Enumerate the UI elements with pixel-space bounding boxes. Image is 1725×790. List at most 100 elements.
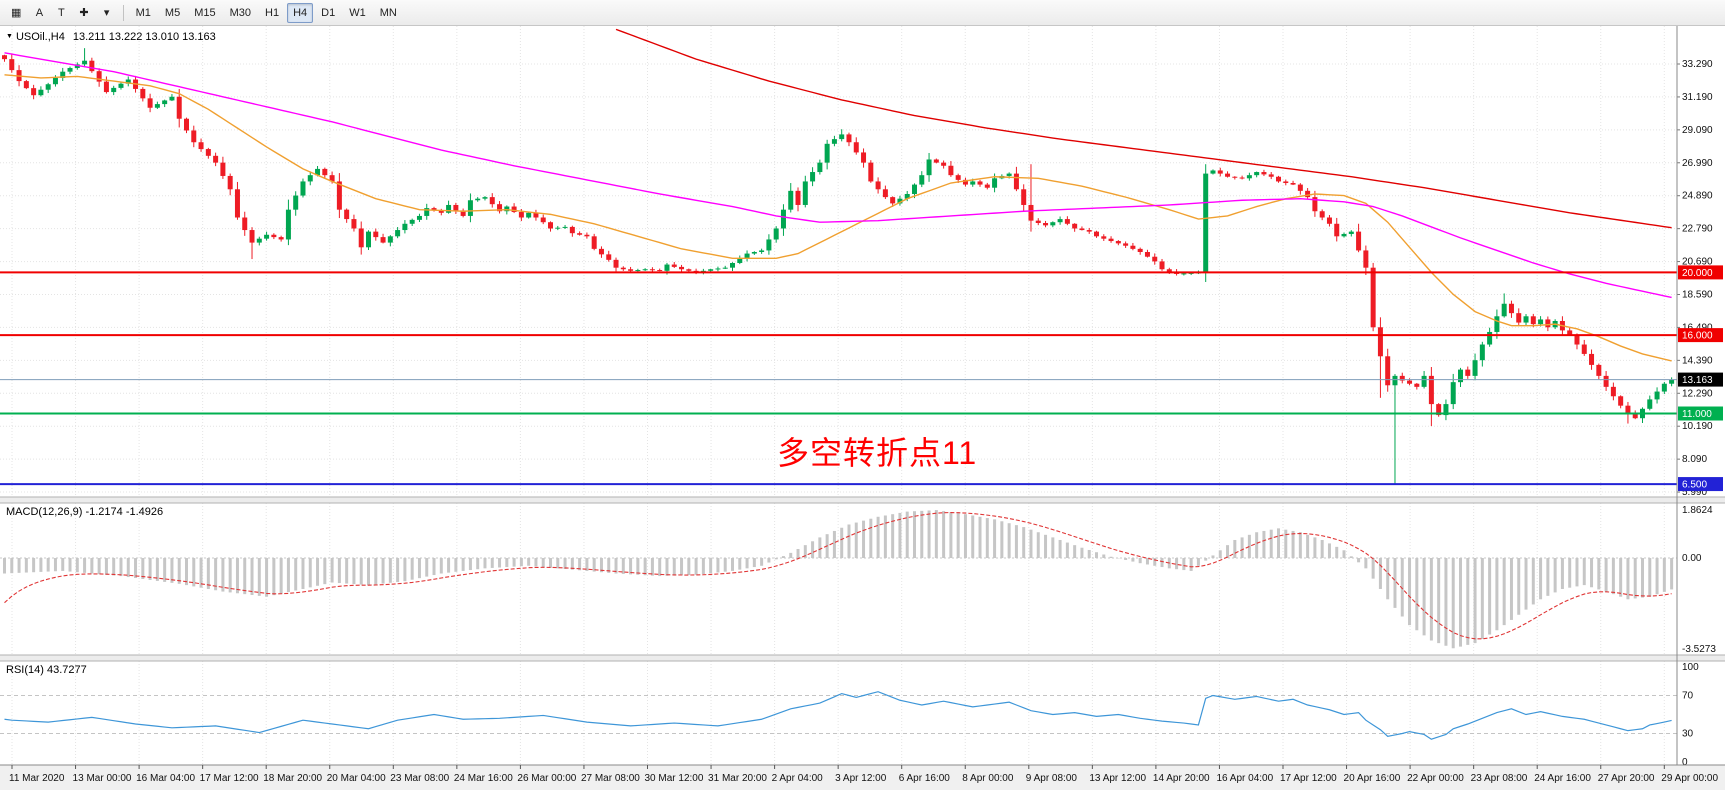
- timeframe-button-m30[interactable]: M30: [224, 3, 257, 23]
- svg-text:23 Mar 08:00: 23 Mar 08:00: [390, 773, 449, 784]
- svg-text:16 Apr 04:00: 16 Apr 04:00: [1216, 773, 1273, 784]
- svg-text:-3.5273: -3.5273: [1682, 644, 1716, 655]
- svg-text:6.500: 6.500: [1682, 480, 1707, 491]
- svg-text:0: 0: [1682, 757, 1688, 768]
- annotation-a-button[interactable]: A: [29, 3, 49, 23]
- svg-text:16 Mar 04:00: 16 Mar 04:00: [136, 773, 195, 784]
- slow-ma-line: [615, 28, 1672, 229]
- svg-text:12.290: 12.290: [1682, 388, 1713, 399]
- svg-text:3 Apr 12:00: 3 Apr 12:00: [835, 773, 887, 784]
- timeframe-button-d1[interactable]: D1: [315, 3, 341, 23]
- svg-text:20 Apr 16:00: 20 Apr 16:00: [1344, 773, 1401, 784]
- timeframe-button-w1[interactable]: W1: [343, 3, 372, 23]
- annotation-a-icon: A: [35, 6, 44, 19]
- svg-text:16.490: 16.490: [1682, 322, 1713, 333]
- svg-text:11.000: 11.000: [1682, 409, 1712, 420]
- svg-text:30: 30: [1682, 729, 1694, 740]
- svg-text:13 Apr 12:00: 13 Apr 12:00: [1089, 773, 1146, 784]
- svg-text:8.090: 8.090: [1682, 454, 1707, 465]
- timeframe-button-m5[interactable]: M5: [159, 3, 186, 23]
- svg-text:1.8624: 1.8624: [1682, 505, 1713, 516]
- moving-averages-layer: [4, 28, 1672, 362]
- svg-text:29.090: 29.090: [1682, 125, 1713, 136]
- macd-panel: 1.8624 0.00 -3.5273: [0, 505, 1716, 655]
- svg-text:20.000: 20.000: [1682, 268, 1713, 279]
- svg-text:22.790: 22.790: [1682, 224, 1713, 235]
- timeframe-button-h4[interactable]: H4: [287, 2, 314, 23]
- dropdown-caret-icon: ▾: [103, 7, 110, 19]
- collapse-arrow-icon[interactable]: ▼: [6, 33, 13, 40]
- time-axis[interactable]: 11 Mar 2020 13 Mar 00:00 16 Mar 04:00 17 Ma…: [0, 764, 1725, 790]
- svg-text:23 Apr 08:00: 23 Apr 08:00: [1471, 773, 1528, 784]
- svg-text:20 Mar 04:00: 20 Mar 04:00: [327, 773, 386, 784]
- svg-text:24 Apr 16:00: 24 Apr 16:00: [1534, 773, 1591, 784]
- chart-window-icon: ▦: [11, 7, 22, 19]
- svg-text:24 Mar 16:00: 24 Mar 16:00: [454, 773, 513, 784]
- svg-text:20.690: 20.690: [1682, 257, 1713, 268]
- svg-text:18.590: 18.590: [1682, 290, 1713, 301]
- svg-text:9 Apr 08:00: 9 Apr 08:00: [1026, 773, 1078, 784]
- timeframe-button-m15[interactable]: M15: [188, 3, 221, 23]
- svg-text:33.290: 33.290: [1682, 59, 1713, 70]
- svg-text:8 Apr 00:00: 8 Apr 00:00: [962, 773, 1014, 784]
- svg-text:26.990: 26.990: [1682, 158, 1713, 169]
- svg-text:22 Apr 00:00: 22 Apr 00:00: [1407, 773, 1464, 784]
- dropdown-caret-button[interactable]: ▾: [97, 3, 117, 23]
- ohlc-values: 13.211 13.222 13.010 13.163: [72, 31, 216, 43]
- svg-text:5.990: 5.990: [1682, 487, 1707, 498]
- svg-text:17 Mar 12:00: 17 Mar 12:00: [200, 773, 259, 784]
- svg-text:17 Apr 12:00: 17 Apr 12:00: [1280, 773, 1337, 784]
- symbol-name: USOil.,H4: [15, 31, 65, 43]
- rsi-line: [4, 691, 1672, 740]
- svg-text:16.000: 16.000: [1682, 331, 1713, 342]
- macd-indicator-label: MACD(12,26,9) -1.2174 -1.4926: [6, 506, 164, 518]
- svg-text:24.890: 24.890: [1682, 191, 1713, 202]
- svg-text:10.190: 10.190: [1682, 421, 1713, 432]
- svg-text:14 Apr 20:00: 14 Apr 20:00: [1153, 773, 1210, 784]
- svg-text:27 Mar 08:00: 27 Mar 08:00: [581, 773, 640, 784]
- svg-text:13.163: 13.163: [1682, 375, 1713, 386]
- toolbar-icon-group: ▦ A T ✚ ▾: [4, 0, 118, 25]
- symbol-ohlc-label: ▼ USOil.,H4 13.211 13.222 13.010 13.163: [6, 31, 216, 43]
- timeframe-button-m1[interactable]: M1: [130, 3, 157, 23]
- panel-separators[interactable]: [0, 496, 1725, 662]
- timeframe-group: M1 M5 M15 M30 H1 H4 D1 W1 MN: [129, 0, 404, 25]
- current-price-tag: [1678, 372, 1723, 387]
- svg-text:100: 100: [1682, 662, 1699, 673]
- text-tool-icon: T: [58, 6, 65, 19]
- chart-annotation-text[interactable]: 多空转折点11: [777, 435, 978, 471]
- svg-text:13 Mar 00:00: 13 Mar 00:00: [73, 773, 132, 784]
- svg-text:29 Apr 00:00: 29 Apr 00:00: [1661, 773, 1718, 784]
- svg-text:14.390: 14.390: [1682, 355, 1713, 366]
- chart-toolbar: ▦ A T ✚ ▾ M1 M5 M15 M30 H1 H4 D1 W1 MN: [0, 0, 1725, 26]
- candles-layer: [2, 48, 1675, 485]
- crosshair-icon: ✚: [79, 7, 89, 19]
- grid-layer: [0, 26, 1677, 765]
- svg-text:27 Apr 20:00: 27 Apr 20:00: [1598, 773, 1655, 784]
- crosshair-button[interactable]: ✚: [73, 3, 94, 23]
- macd-histogram: [3, 510, 1674, 649]
- chart-window-button[interactable]: ▦: [5, 3, 27, 23]
- svg-text:31 Mar 20:00: 31 Mar 20:00: [708, 773, 767, 784]
- svg-text:11 Mar 2020: 11 Mar 2020: [9, 773, 65, 784]
- svg-text:0.00: 0.00: [1682, 553, 1702, 564]
- svg-text:26 Mar 00:00: 26 Mar 00:00: [517, 773, 576, 784]
- timeframe-button-mn[interactable]: MN: [374, 3, 403, 23]
- price-levels-layer[interactable]: [0, 271, 1677, 486]
- svg-text:6 Apr 16:00: 6 Apr 16:00: [899, 773, 951, 784]
- timeframe-button-h1[interactable]: H1: [259, 3, 285, 23]
- svg-text:18 Mar 20:00: 18 Mar 20:00: [263, 773, 322, 784]
- toolbar-separator: [122, 4, 124, 21]
- text-tool-button[interactable]: T: [51, 3, 71, 23]
- price-scale: 33.290 31.190 29.090 26.990 24.890 22.790 20.6…: [1677, 59, 1723, 498]
- rsi-indicator-label: RSI(14) 43.7277: [6, 664, 87, 676]
- mid-ma-line: [4, 52, 1672, 299]
- fast-ma-line: [4, 74, 1672, 362]
- svg-text:30 Mar 12:00: 30 Mar 12:00: [645, 773, 704, 784]
- macd-signal-line: [4, 512, 1672, 640]
- svg-text:31.190: 31.190: [1682, 92, 1713, 103]
- rsi-panel: 100 70 30 0: [0, 662, 1699, 768]
- svg-text:2 Apr 04:00: 2 Apr 04:00: [772, 773, 824, 784]
